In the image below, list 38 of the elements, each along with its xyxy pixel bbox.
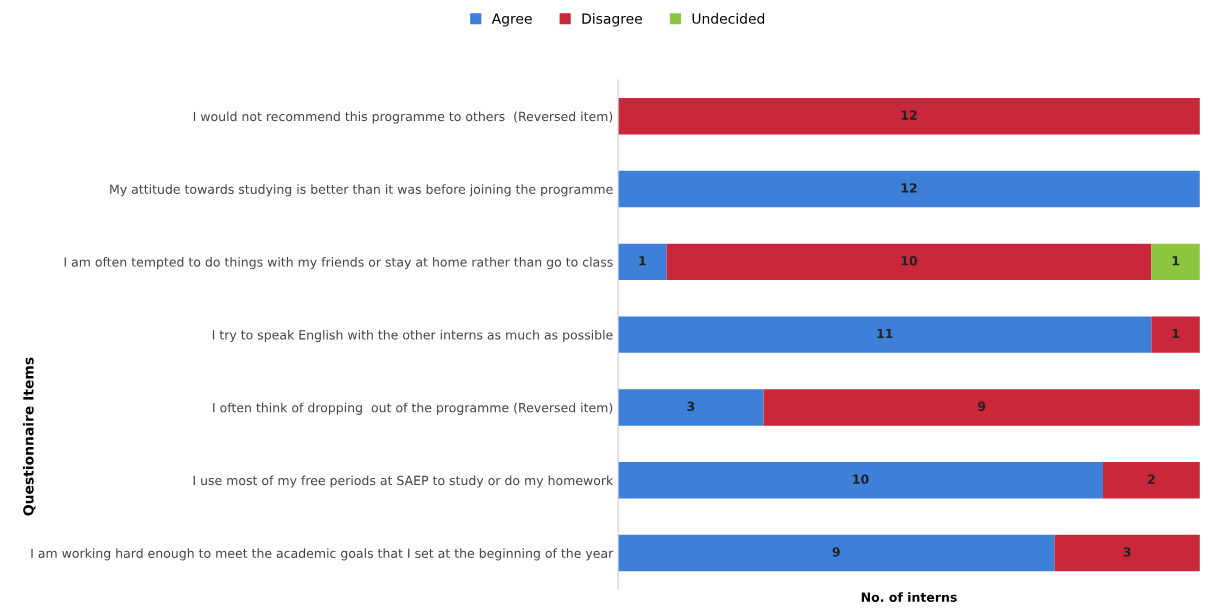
bar <box>618 534 1055 572</box>
y-tick-label: I use most of my free periods at SAEP to study or do my homework <box>193 475 614 488</box>
bar <box>1054 534 1200 572</box>
data-label: 12 <box>901 110 917 120</box>
data-label: 2 <box>1148 474 1155 484</box>
y-tick-label: I am often tempted to do things with my friends or stay at home rather than go to class <box>64 257 613 270</box>
bar <box>618 243 667 281</box>
y-tick-label: I try to speak English with the other interns as much as possible <box>212 329 613 342</box>
data-label: 1 <box>1172 256 1180 266</box>
y-tick-label: My attitude towards studying is better than it was before joining the programme <box>110 184 613 197</box>
y-tick-label: I often think of dropping out of the programme (Reversed item) <box>213 402 613 415</box>
data-label: 9 <box>832 547 840 557</box>
y-axis-title: Questionnaire Items <box>22 357 36 516</box>
y-tick-label: I am working hard enough to meet the academic goals that I set at the beginning of the year <box>31 548 614 561</box>
data-label: 1 <box>1172 328 1180 339</box>
bar <box>1151 243 1200 281</box>
data-label: 10 <box>901 256 918 266</box>
legend-label: Undecided <box>692 13 765 24</box>
bar <box>1151 316 1200 353</box>
data-label: 10 <box>853 474 869 484</box>
legend-label: Agree <box>491 13 532 27</box>
data-label: 3 <box>687 401 695 412</box>
y-tick-label: I would not recommend this programme to others (Reversed item) <box>193 111 613 124</box>
bar <box>618 462 1103 499</box>
bar <box>666 243 1152 281</box>
bar <box>618 389 764 426</box>
x-axis-title: No. of interns <box>861 592 957 602</box>
bar <box>1102 462 1200 499</box>
data-label: 1 <box>639 256 646 266</box>
data-label: 11 <box>877 328 893 339</box>
bar <box>763 389 1200 426</box>
data-label: 3 <box>1123 547 1131 557</box>
data-label: 9 <box>978 401 986 412</box>
bar <box>618 316 1152 353</box>
legend-label: Disagree <box>582 13 642 27</box>
bar <box>618 170 1200 208</box>
bar <box>618 98 1200 135</box>
data-label: 12 <box>901 183 917 193</box>
